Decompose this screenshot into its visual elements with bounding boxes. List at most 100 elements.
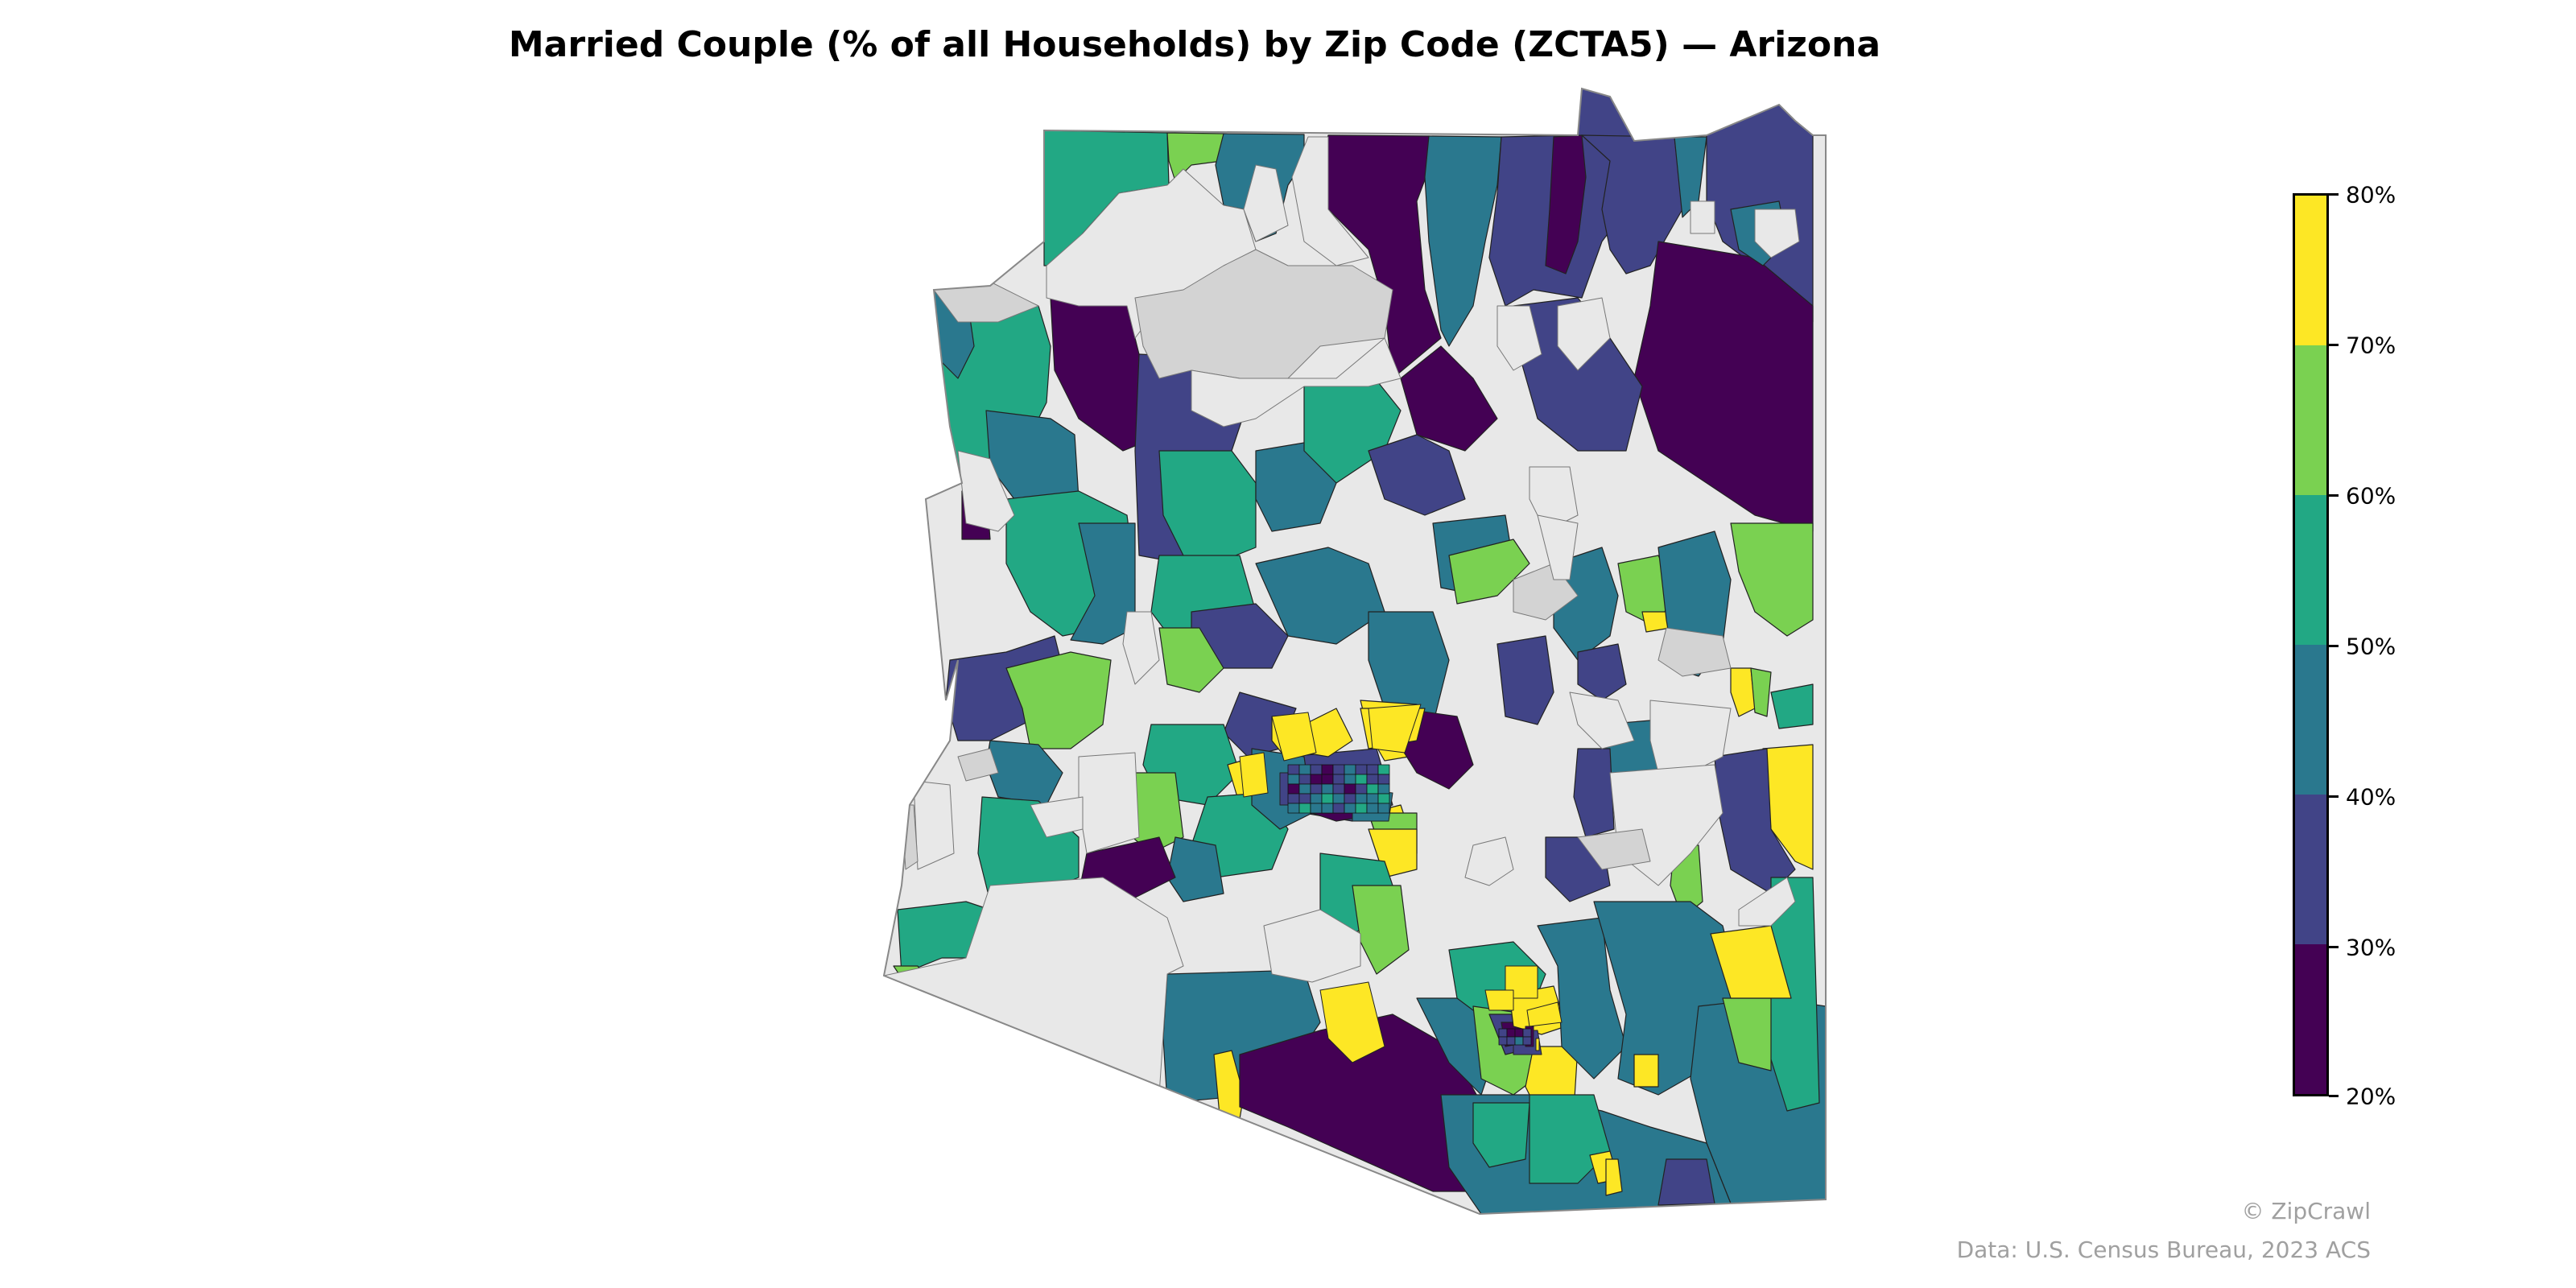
zcta-region bbox=[1770, 683, 1814, 729]
zcta-region bbox=[1030, 796, 1084, 838]
colorbar-tick bbox=[2329, 645, 2339, 647]
colorbar-tick bbox=[2329, 494, 2339, 497]
zcta-region bbox=[1366, 783, 1379, 795]
state-outline bbox=[882, 87, 1827, 1216]
zcta-region bbox=[1377, 803, 1390, 814]
zcta-region bbox=[1506, 1028, 1516, 1038]
zcta-region bbox=[1332, 793, 1345, 804]
zcta-region bbox=[1522, 1028, 1532, 1038]
zcta-region bbox=[1344, 783, 1356, 795]
zcta-region bbox=[1355, 793, 1368, 804]
zcta-region bbox=[1344, 764, 1356, 775]
zcta-region bbox=[957, 748, 999, 782]
zcta-region bbox=[1690, 200, 1715, 234]
zcta-region bbox=[1657, 1158, 1715, 1206]
zcta-region bbox=[1332, 774, 1345, 785]
zcta-region bbox=[1287, 774, 1300, 785]
zcta-region bbox=[1355, 803, 1368, 814]
zcta-region bbox=[1498, 1036, 1508, 1046]
zcta-region bbox=[1243, 164, 1289, 242]
zcta-region bbox=[1366, 793, 1379, 804]
zcta-region bbox=[1368, 704, 1422, 753]
zcta-region bbox=[1730, 667, 1756, 717]
colorbar-tick bbox=[2329, 193, 2339, 196]
zcta-region bbox=[1191, 337, 1402, 427]
zcta-region bbox=[1239, 752, 1269, 798]
colorbar bbox=[2293, 193, 2329, 1096]
zcta-region bbox=[1498, 1028, 1508, 1038]
colorbar-tick bbox=[2329, 795, 2339, 798]
zcta-region bbox=[1310, 774, 1323, 785]
zcta-region bbox=[1730, 522, 1814, 637]
zcta-region bbox=[1332, 803, 1345, 814]
colorbar-label-50: 50% bbox=[2346, 633, 2396, 660]
zcta-region bbox=[1321, 764, 1334, 775]
zcta-region bbox=[1526, 1001, 1563, 1027]
zcta-region bbox=[1321, 783, 1334, 795]
zcta-region bbox=[1557, 297, 1611, 371]
zcta-region bbox=[1291, 136, 1369, 266]
zcta-region bbox=[1605, 1158, 1623, 1196]
zcta-region bbox=[1573, 748, 1615, 838]
colorbar-bin-30-40 bbox=[2295, 795, 2326, 944]
zcta-region bbox=[1522, 1036, 1532, 1046]
zcta-region bbox=[1344, 793, 1356, 804]
zcta-region bbox=[1298, 764, 1311, 775]
zcta-region bbox=[1514, 1028, 1524, 1038]
zcta-region bbox=[1070, 522, 1136, 645]
zcta-region bbox=[1158, 627, 1224, 693]
colorbar-label-30: 30% bbox=[2346, 934, 2396, 961]
zcta-region bbox=[1344, 774, 1356, 785]
zcta-region bbox=[1514, 1036, 1524, 1046]
zcta-region bbox=[1310, 793, 1323, 804]
zcta-region bbox=[1355, 783, 1368, 795]
zcta-region bbox=[1122, 611, 1160, 685]
zcta-region bbox=[1633, 241, 1814, 532]
zcta-region bbox=[1377, 793, 1390, 804]
copyright-text: © ZipCrawl bbox=[2241, 1198, 2371, 1224]
zcta-region bbox=[1366, 803, 1379, 814]
zcta-region bbox=[1577, 828, 1651, 870]
zcta-region bbox=[1633, 1054, 1659, 1088]
zcta-region bbox=[1366, 774, 1379, 785]
zcta-region bbox=[1310, 764, 1323, 775]
zcta-regions bbox=[884, 89, 1826, 1214]
zcta-region bbox=[1754, 208, 1800, 258]
zcta-region bbox=[1366, 764, 1379, 775]
zcta-region bbox=[1321, 774, 1334, 785]
zcta-region bbox=[1287, 783, 1300, 795]
zcta-region bbox=[1537, 514, 1579, 580]
zcta-region bbox=[1569, 691, 1635, 749]
zcta-region bbox=[1377, 783, 1390, 795]
zcta-region bbox=[1332, 783, 1345, 795]
colorbar-bin-40-50 bbox=[2295, 645, 2326, 795]
zcta-region bbox=[957, 450, 1015, 532]
zcta-region bbox=[1506, 1036, 1516, 1046]
colorbar-label-40: 40% bbox=[2346, 783, 2396, 811]
zcta-region bbox=[1321, 803, 1334, 814]
zcta-region bbox=[1484, 989, 1514, 1011]
colorbar-label-70: 70% bbox=[2346, 332, 2396, 359]
zcta-region bbox=[1298, 793, 1311, 804]
zcta-region bbox=[1271, 712, 1317, 762]
zcta-region bbox=[1319, 981, 1385, 1063]
zcta-region bbox=[1355, 774, 1368, 785]
zcta-region bbox=[1750, 667, 1772, 717]
zcta-region bbox=[965, 96, 975, 105]
zcta-region bbox=[1545, 134, 1587, 275]
zcta-region bbox=[1738, 877, 1796, 927]
colorbar-label-20: 20% bbox=[2346, 1083, 2396, 1110]
chart-title: Married Couple (% of all Households) by … bbox=[0, 24, 2576, 65]
zcta-region bbox=[1496, 635, 1554, 725]
zcta-region bbox=[1464, 836, 1514, 886]
chart-title-text: Married Couple (% of all Households) by … bbox=[508, 24, 1881, 65]
colorbar-tick bbox=[2329, 344, 2339, 346]
colorbar-label-80: 80% bbox=[2346, 181, 2396, 208]
zcta-region bbox=[1368, 434, 1466, 516]
zcta-region bbox=[1577, 643, 1627, 701]
zcta-region bbox=[1352, 885, 1410, 975]
zcta-region bbox=[1287, 803, 1300, 814]
zcta-region bbox=[1377, 774, 1390, 785]
zcta-region bbox=[1710, 925, 1792, 999]
